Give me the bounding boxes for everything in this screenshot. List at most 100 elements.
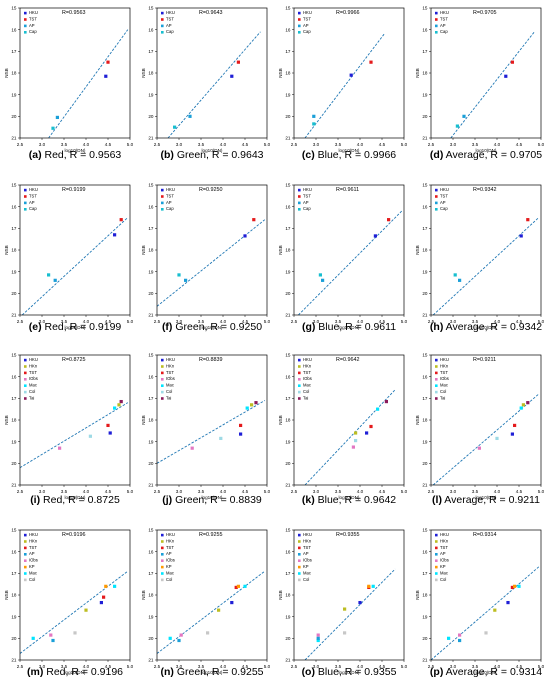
data-point (387, 218, 391, 222)
y-tick-label: 15 (285, 183, 291, 188)
x-tick-label: 3.5 (61, 664, 68, 669)
y-tick-label: 20 (148, 114, 154, 119)
legend-marker (24, 540, 27, 543)
x-tick-label: 2.5 (154, 664, 161, 669)
y-tick-label: 21 (11, 136, 17, 141)
subplot-caption: (c) Blue, R = 0.9966 (302, 149, 396, 161)
subplot-14: 2.5 3.0 3.5 4.0 4.5 5.0 15 16 17 18 19 20 21 log10(DN… (141, 528, 271, 678)
y-tick-label: 21 (422, 483, 428, 488)
y-axis-label: NSB (4, 415, 9, 424)
r-annotation: R=0.9211 (473, 357, 496, 363)
legend-label: IObs (303, 376, 312, 381)
plot-frame (430, 184, 542, 316)
r-annotation: R=0.9355 (336, 532, 360, 538)
data-point (513, 584, 517, 588)
x-axis-label: log10(DN) (65, 495, 86, 500)
plot-frame (156, 7, 268, 139)
subplot-caption: (m) Red, R = 0.9196 (27, 666, 123, 678)
legend-marker (298, 378, 301, 381)
x-axis-label: log10(DN) (202, 148, 223, 153)
x-tick-label: 4.5 (516, 319, 523, 324)
data-point (458, 638, 462, 643)
legend-label: AP (166, 551, 172, 556)
legend-marker (435, 378, 438, 381)
x-axis-label: log10(DN) (476, 495, 497, 500)
legend-label: AP (29, 551, 35, 556)
y-tick-label: 17 (422, 396, 428, 401)
subplot-caption: (n) Green, R = 0.9255 (160, 666, 263, 678)
data-point (369, 424, 373, 429)
legend-label: Mac (166, 570, 174, 575)
x-tick-label: 4.5 (516, 664, 523, 669)
legend-label: TST (29, 370, 37, 375)
x-tick-label: 3.5 (198, 664, 205, 669)
data-point (73, 631, 77, 635)
data-point (230, 600, 234, 605)
y-tick-label: 15 (148, 6, 154, 11)
subplot-caption: (l) Average, R = 0.9211 (432, 494, 540, 506)
data-point (177, 273, 181, 277)
x-tick-label: 3.0 (176, 319, 183, 324)
y-tick-label: 16 (11, 549, 17, 554)
data-point (510, 432, 514, 436)
legend-marker (435, 371, 438, 375)
subplot-2: 2.5 3.0 3.5 4.0 4.5 5.0 15 16 17 18 19 20 21 log10(DN… (141, 6, 271, 161)
x-tick-label: 3.0 (313, 664, 320, 669)
legend-label: Col (166, 577, 172, 582)
legend-label: Mac (440, 383, 448, 388)
x-tick-label: 4.5 (242, 664, 249, 669)
x-tick-label: 5.0 (264, 142, 271, 147)
legend-marker (161, 533, 164, 537)
y-tick-label: 19 (148, 614, 154, 619)
x-axis-label: log10(DN) (65, 325, 86, 330)
legend-label: IObs (440, 376, 449, 381)
x-tick-label: 5.0 (264, 489, 271, 494)
y-tick-label: 21 (148, 658, 154, 663)
y-tick-label: 21 (285, 658, 291, 663)
subplot-1: 2.5 3.0 3.5 4.0 4.5 5.0 15 16 17 18 19 20 21 log10(DN… (4, 6, 134, 161)
subplot-11: 2.5 3.0 3.5 4.0 4.5 5.0 15 16 17 18 19 20 21 log10(DN… (278, 353, 408, 506)
y-tick-label: 15 (422, 528, 428, 533)
y-axis-label: NSB (415, 68, 420, 77)
data-point (106, 60, 110, 64)
data-point (510, 60, 514, 64)
legend-marker (435, 384, 438, 387)
legend-marker (435, 365, 438, 368)
x-axis-label: log10(DN) (476, 148, 497, 153)
legend-label: TST (29, 16, 37, 21)
legend-marker (435, 565, 438, 569)
data-point (53, 278, 57, 282)
legend-label: HKU (440, 357, 449, 362)
legend-marker (161, 358, 164, 362)
y-tick-label: 18 (11, 593, 17, 598)
y-tick-label: 19 (285, 92, 291, 97)
y-tick-label: 19 (11, 614, 17, 619)
x-tick-label: 2.5 (428, 319, 435, 324)
legend-label: TST (303, 16, 311, 21)
y-tick-label: 17 (285, 571, 291, 576)
x-axis-label: log10(DN) (476, 670, 497, 675)
legend-marker (161, 540, 164, 543)
y-axis-label: NSB (4, 245, 9, 254)
legend-marker (161, 559, 164, 562)
y-tick-label: 21 (422, 313, 428, 318)
legend-label: Mac (29, 570, 37, 575)
x-tick-label: 4.0 (494, 319, 501, 324)
x-tick-label: 2.5 (291, 319, 298, 324)
legend-marker (298, 397, 301, 400)
y-tick-label: 21 (285, 313, 291, 318)
plot-frame (156, 184, 268, 316)
y-axis-label: NSB (415, 590, 420, 599)
fit-line (157, 400, 266, 464)
y-tick-label: 20 (285, 291, 291, 296)
data-point (517, 584, 521, 588)
legend-marker (298, 546, 301, 550)
subplot-7: 2.5 3.0 3.5 4.0 4.5 5.0 15 16 17 18 19 20 21 log10(DN… (278, 183, 408, 333)
legend-label: Mac (166, 383, 174, 388)
legend-label: HKn (440, 538, 449, 543)
data-point (106, 423, 110, 428)
y-tick-label: 18 (422, 593, 428, 598)
legend-label: TST (440, 16, 448, 21)
y-tick-label: 17 (148, 571, 154, 576)
legend-marker (435, 358, 438, 362)
